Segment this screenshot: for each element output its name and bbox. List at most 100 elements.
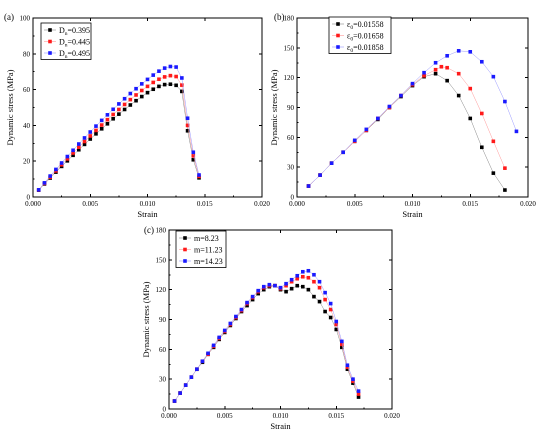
data-point — [134, 93, 138, 97]
legend-label: Dn=0.495 — [59, 49, 90, 60]
data-point — [178, 391, 182, 395]
x-tick-label: 0.020 — [520, 200, 536, 208]
legend-marker — [183, 259, 187, 263]
data-point — [456, 71, 461, 76]
data-point — [468, 50, 473, 54]
data-point — [99, 118, 104, 123]
data-point — [157, 84, 161, 89]
y-tick-label: 90 — [159, 316, 167, 324]
data-point — [334, 322, 339, 327]
data-point — [105, 117, 110, 122]
data-point — [491, 171, 496, 175]
data-point — [36, 188, 41, 192]
data-point — [168, 73, 173, 78]
data-point — [334, 327, 339, 332]
data-point — [445, 65, 449, 70]
legend-label: Dn=0.445 — [59, 38, 90, 49]
data-point — [323, 309, 327, 314]
data-point — [491, 139, 496, 144]
legend-label: m=14.23 — [194, 257, 223, 266]
data-point — [191, 154, 196, 158]
y-tick-label: 120 — [156, 286, 167, 294]
y-tick-label: 60 — [159, 346, 167, 354]
data-point — [206, 351, 210, 356]
data-point — [328, 315, 333, 320]
data-point — [340, 339, 344, 344]
x-axis-label: Strain — [137, 209, 158, 219]
data-point — [111, 112, 115, 117]
x-tick-label: 0.020 — [254, 200, 270, 208]
data-point — [422, 70, 426, 75]
data-point — [295, 283, 300, 288]
data-point — [168, 64, 173, 69]
data-point — [48, 174, 52, 178]
data-point — [94, 128, 98, 133]
legend-label: Dn=0.395 — [59, 26, 90, 37]
data-point — [422, 73, 426, 78]
data-point — [352, 138, 357, 143]
data-point — [351, 377, 355, 381]
data-point — [77, 145, 81, 150]
data-point — [312, 279, 316, 284]
data-point — [312, 272, 316, 277]
data-point — [88, 130, 93, 134]
data-point — [468, 116, 473, 121]
data-point — [456, 49, 461, 53]
x-tick-label: 0.015 — [328, 412, 344, 420]
data-point — [439, 64, 444, 69]
data-point — [191, 150, 196, 155]
data-point — [134, 98, 138, 103]
y-tick-label: 0 — [291, 194, 295, 202]
data-point — [278, 285, 283, 290]
y-tick-label: 30 — [159, 376, 167, 384]
data-point — [180, 89, 184, 94]
data-point — [139, 88, 144, 93]
data-point — [317, 285, 322, 290]
data-point — [185, 123, 190, 128]
series-2 — [306, 64, 507, 188]
data-point — [284, 283, 288, 288]
data-point — [145, 84, 150, 89]
legend-marker — [48, 28, 52, 32]
data-point — [289, 277, 294, 282]
series-line — [174, 270, 359, 402]
y-tick-label: 180 — [156, 227, 167, 235]
data-point — [491, 74, 496, 79]
data-point — [139, 82, 144, 86]
series-line — [38, 83, 200, 191]
data-point — [323, 297, 327, 302]
data-point — [117, 102, 121, 106]
data-point — [256, 288, 260, 293]
data-point — [267, 282, 272, 287]
x-tick-label: 0.015 — [197, 200, 213, 208]
data-point — [250, 294, 255, 299]
data-point — [82, 139, 87, 144]
data-point — [514, 129, 519, 134]
data-point — [503, 188, 507, 192]
data-point — [82, 142, 87, 147]
legend-marker — [336, 45, 340, 49]
data-point — [42, 181, 47, 185]
data-point — [54, 167, 58, 172]
data-point — [180, 83, 184, 87]
data-point — [356, 392, 361, 396]
data-point — [503, 99, 507, 104]
data-point — [345, 367, 350, 372]
data-point — [197, 173, 201, 177]
series-line — [308, 73, 506, 191]
data-point — [245, 300, 249, 305]
data-point — [185, 128, 190, 133]
legend-label: ε0=0.01858 — [347, 43, 384, 54]
data-point — [174, 74, 178, 79]
data-point — [334, 319, 339, 324]
series-3 — [172, 268, 361, 403]
legend-marker — [183, 247, 187, 252]
data-point — [111, 107, 115, 112]
x-tick-label: 0.010 — [405, 200, 421, 208]
data-point — [145, 90, 150, 95]
data-point — [364, 127, 369, 132]
y-tick-label: 0 — [163, 406, 167, 414]
legend-marker — [48, 51, 52, 55]
series-1 — [36, 82, 201, 192]
